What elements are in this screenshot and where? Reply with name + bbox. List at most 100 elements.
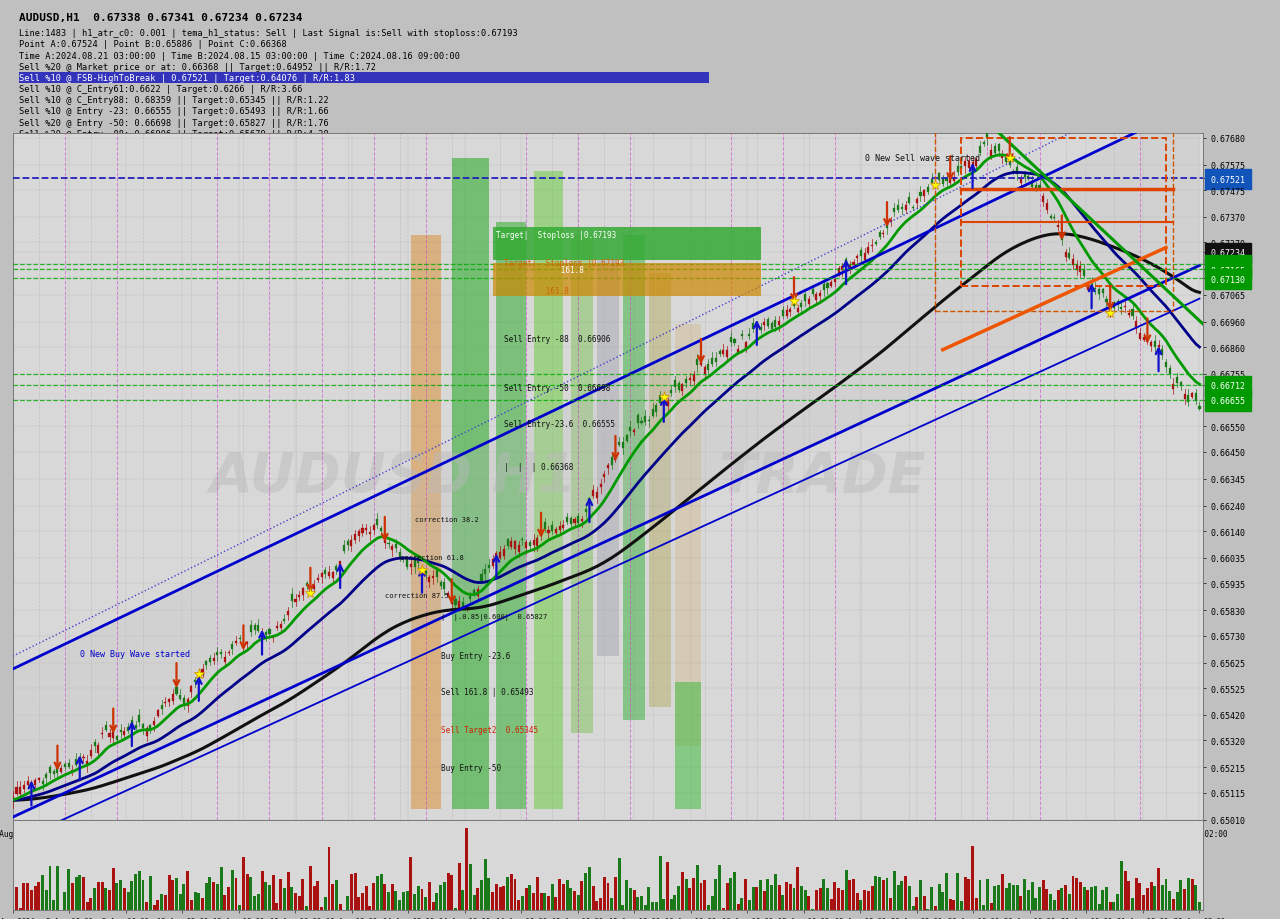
Bar (187, 699, 188, 706)
Bar (669, 899, 673, 910)
Bar (1153, 341, 1156, 347)
Bar (502, 886, 506, 910)
Bar (874, 243, 877, 244)
Bar (108, 891, 111, 910)
Bar (700, 362, 701, 366)
Bar (905, 206, 906, 210)
Bar (1094, 289, 1097, 290)
Bar (1153, 886, 1156, 910)
Bar (591, 886, 595, 910)
Bar (659, 857, 662, 910)
Bar (1165, 363, 1167, 368)
Bar (361, 892, 364, 910)
Bar (493, 228, 760, 261)
Bar (335, 879, 338, 910)
Bar (201, 898, 204, 910)
Bar (191, 686, 192, 692)
Bar (581, 520, 582, 521)
Bar (607, 883, 609, 910)
Bar (948, 899, 952, 910)
Bar (328, 573, 330, 576)
Bar (737, 903, 740, 910)
Text: Sell 161.8 | 0.65493: Sell 161.8 | 0.65493 (440, 687, 532, 696)
Bar (815, 294, 818, 301)
Bar (380, 528, 383, 531)
Bar (681, 871, 684, 910)
Bar (744, 879, 748, 910)
Bar (172, 694, 174, 701)
Bar (1019, 896, 1023, 910)
Bar (774, 321, 777, 328)
Bar (685, 380, 687, 383)
Bar (458, 602, 461, 608)
Bar (937, 884, 941, 910)
Bar (123, 889, 125, 910)
Bar (577, 516, 580, 524)
Bar (175, 687, 178, 695)
Bar (543, 893, 547, 910)
Text: Buy Entry -23.6: Buy Entry -23.6 (440, 652, 509, 661)
Bar (148, 876, 152, 910)
Bar (52, 900, 55, 910)
Bar (1180, 382, 1181, 387)
Bar (540, 893, 543, 910)
Bar (1161, 349, 1164, 356)
Bar (931, 180, 933, 184)
Bar (1060, 889, 1064, 910)
Bar (915, 200, 918, 204)
Bar (76, 759, 77, 765)
Bar (733, 340, 736, 343)
Bar (1005, 888, 1007, 910)
Bar (532, 893, 535, 910)
Bar (1128, 880, 1130, 910)
Bar (436, 571, 438, 577)
Bar (365, 528, 367, 530)
Bar (722, 350, 724, 355)
Bar (652, 410, 654, 416)
Bar (874, 876, 877, 910)
Bar (70, 883, 74, 910)
Bar (376, 876, 379, 910)
Bar (845, 870, 847, 910)
Bar (740, 898, 744, 910)
Bar (291, 887, 293, 910)
Bar (384, 537, 385, 543)
Bar (339, 562, 342, 567)
Bar (305, 906, 308, 910)
Bar (1139, 334, 1140, 339)
Bar (790, 310, 791, 312)
Bar (588, 868, 591, 910)
Bar (863, 891, 867, 910)
Bar (109, 733, 110, 737)
Bar (64, 764, 65, 767)
Bar (1147, 337, 1148, 342)
Bar (353, 873, 357, 910)
Bar (417, 886, 420, 910)
Bar (425, 572, 426, 574)
Bar (1087, 890, 1089, 910)
Bar (704, 368, 705, 375)
Bar (837, 268, 840, 274)
Bar (827, 283, 828, 289)
Bar (1083, 269, 1085, 277)
Bar (671, 391, 672, 393)
Bar (596, 261, 620, 656)
Bar (558, 526, 561, 530)
Bar (890, 221, 892, 222)
Bar (145, 902, 148, 910)
Bar (901, 208, 902, 210)
Bar (172, 880, 174, 910)
Bar (90, 898, 92, 910)
Bar (993, 886, 996, 910)
Bar (1091, 284, 1093, 288)
Text: |  |.0.85|0.600|  0.65827: | |.0.85|0.600| 0.65827 (440, 613, 547, 620)
Bar (461, 891, 465, 910)
Bar (1005, 158, 1007, 163)
Bar (468, 864, 472, 910)
Bar (788, 884, 792, 910)
Bar (946, 179, 947, 182)
Text: Sell Entry-23.6  0.66555: Sell Entry-23.6 0.66555 (504, 419, 614, 428)
Bar (138, 716, 141, 722)
Bar (886, 879, 888, 910)
Bar (97, 745, 100, 753)
